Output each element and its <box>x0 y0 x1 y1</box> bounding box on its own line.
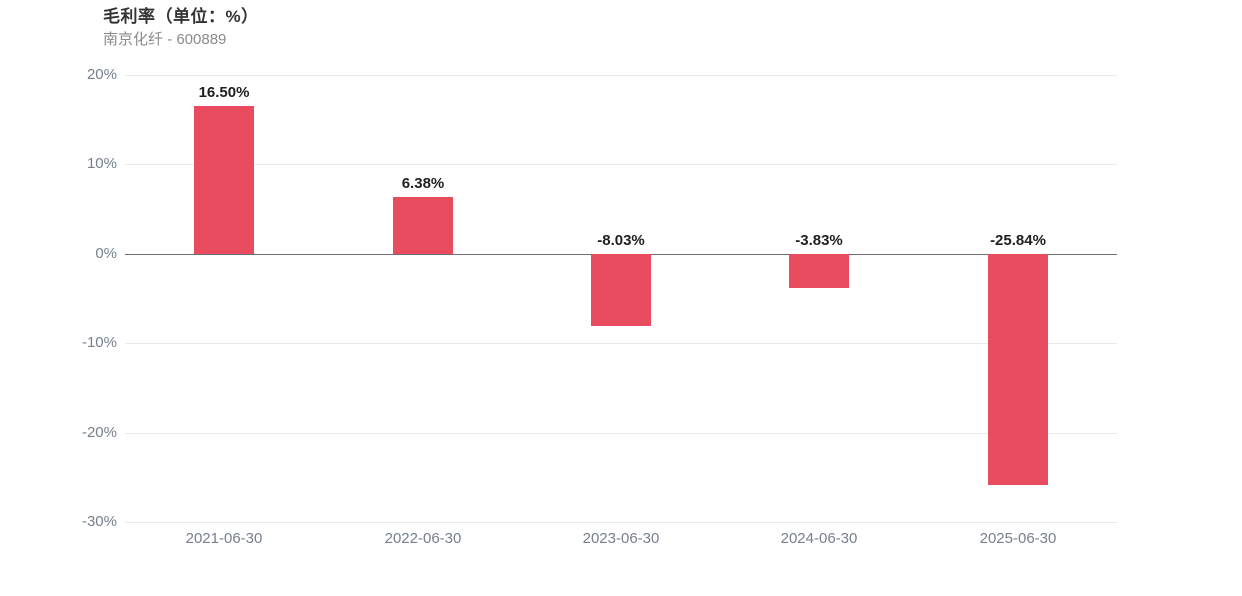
y-tick-label: -10% <box>81 334 117 351</box>
bar[interactable] <box>194 106 254 254</box>
y-tick-label: -20% <box>81 424 117 441</box>
x-tick-label: 2023-06-30 <box>582 530 660 547</box>
bar[interactable] <box>591 254 651 326</box>
gridline <box>125 433 1117 434</box>
gridline <box>125 343 1117 344</box>
bar-value-label: -25.84% <box>990 232 1046 249</box>
bar-value-label: 6.38% <box>401 175 445 192</box>
y-tick-label: 20% <box>86 66 117 83</box>
gridline <box>125 522 1117 523</box>
x-tick-label: 2025-06-30 <box>979 530 1057 547</box>
bar[interactable] <box>988 254 1048 485</box>
bar-value-label: 16.50% <box>198 84 250 101</box>
x-tick-label: 2022-06-30 <box>384 530 462 547</box>
bar[interactable] <box>393 197 453 254</box>
gridline <box>125 164 1117 165</box>
chart-subtitle: 南京化纤 - 600889 <box>103 31 227 48</box>
gridline <box>125 75 1117 76</box>
x-tick-label: 2021-06-30 <box>185 530 263 547</box>
y-tick-label: 0% <box>95 245 117 262</box>
bar-value-label: -8.03% <box>597 232 645 249</box>
x-tick-label: 2024-06-30 <box>780 530 858 547</box>
y-tick-label: 10% <box>86 155 117 172</box>
y-tick-label: -30% <box>81 513 117 530</box>
bar-value-label: -3.83% <box>795 232 843 249</box>
chart-title: 毛利率（单位：%） <box>103 7 259 26</box>
bar[interactable] <box>789 254 849 288</box>
